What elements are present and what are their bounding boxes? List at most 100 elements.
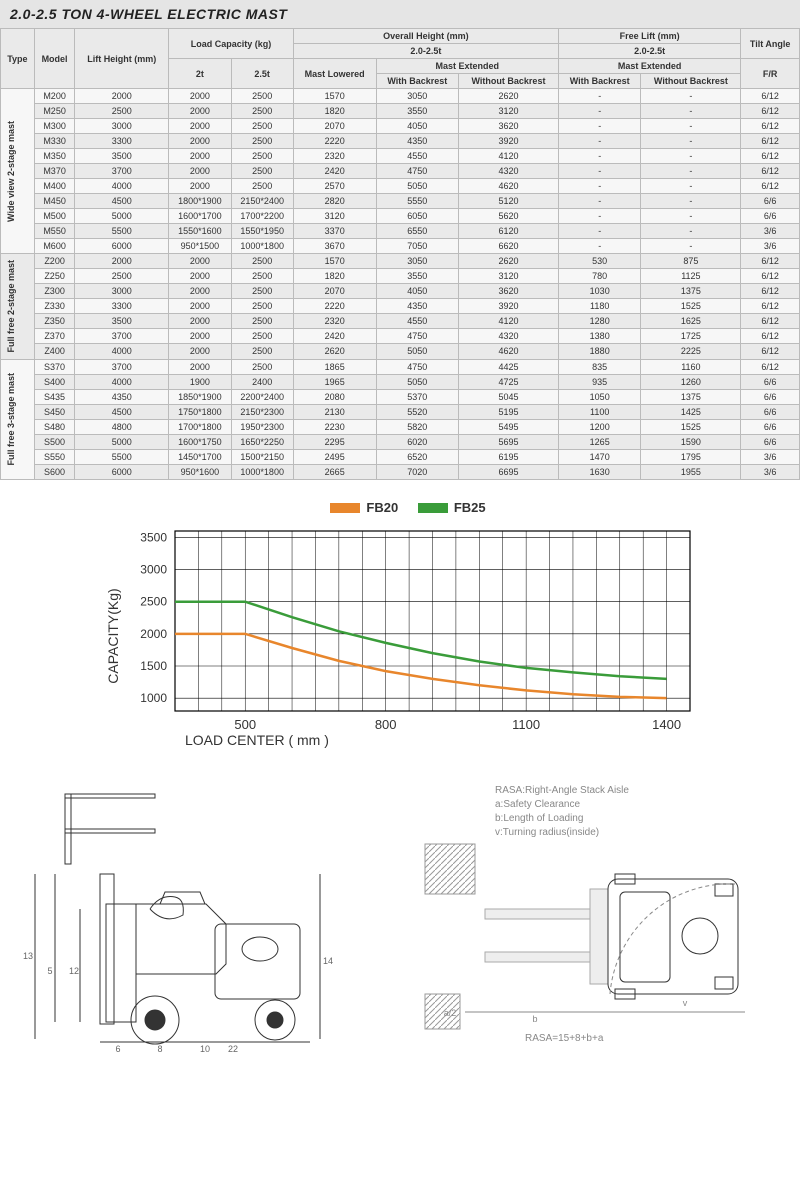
cell: 2500	[231, 359, 293, 374]
cell: 6/12	[741, 149, 800, 164]
cell: 1100	[558, 404, 641, 419]
svg-text:2500: 2500	[140, 594, 167, 608]
cell: M250	[34, 104, 75, 119]
cell: 1570	[293, 254, 376, 269]
cell: 2000	[169, 164, 231, 179]
cell: 3670	[293, 239, 376, 254]
cell: M200	[34, 89, 75, 104]
table-row: Z25025002000250018203550312078011256/12	[1, 269, 800, 284]
cell: 2230	[293, 419, 376, 434]
th-fr: F/R	[741, 59, 800, 89]
cell: S435	[34, 389, 75, 404]
cell: 4620	[459, 179, 559, 194]
cell: Z350	[34, 314, 75, 329]
svg-text:22: 22	[228, 1044, 238, 1054]
cell: 1750*1800	[169, 404, 231, 419]
cell: 2000	[169, 359, 231, 374]
cell: 3370	[293, 224, 376, 239]
cell: 1280	[558, 314, 641, 329]
cell: 1125	[641, 269, 741, 284]
cell: 2000	[169, 149, 231, 164]
cell: -	[558, 134, 641, 149]
cell: Z300	[34, 284, 75, 299]
th-range-1: 2.0-2.5t	[293, 44, 558, 59]
cell: 6/12	[741, 164, 800, 179]
cell: 3700	[75, 359, 169, 374]
cell: 3700	[75, 329, 169, 344]
table-row: Z350350020002500232045504120128016256/12	[1, 314, 800, 329]
svg-text:b: b	[532, 1014, 537, 1024]
cell: 6050	[376, 209, 459, 224]
cell: 3/6	[741, 239, 800, 254]
cell: 5000	[75, 209, 169, 224]
cell: 1570	[293, 89, 376, 104]
cell: M550	[34, 224, 75, 239]
cell: -	[641, 134, 741, 149]
cell: 5045	[459, 389, 559, 404]
cell: -	[558, 224, 641, 239]
table-row: Z370370020002500242047504320138017256/12	[1, 329, 800, 344]
cell: 2420	[293, 164, 376, 179]
cell: 5050	[376, 344, 459, 359]
cell: 2000	[169, 119, 231, 134]
cell: 4500	[75, 404, 169, 419]
cell: 5550	[376, 194, 459, 209]
cell: 1590	[641, 434, 741, 449]
cell: 2295	[293, 434, 376, 449]
table-row: Z300300020002500207040503620103013756/12	[1, 284, 800, 299]
cell: 5050	[376, 374, 459, 389]
cell: 1375	[641, 284, 741, 299]
cell: 4620	[459, 344, 559, 359]
cell: 3/6	[741, 224, 800, 239]
table-row: S48048001700*18001950*230022305820549512…	[1, 419, 800, 434]
svg-text:14: 14	[323, 956, 333, 966]
cell: 3120	[459, 104, 559, 119]
cell: 4725	[459, 374, 559, 389]
cell: 2500	[231, 344, 293, 359]
cell: 5620	[459, 209, 559, 224]
table-row: M55055001550*16001550*1950337065506120--…	[1, 224, 800, 239]
cell: -	[558, 104, 641, 119]
cell: 2820	[293, 194, 376, 209]
th-lift-height: Lift Height (mm)	[75, 29, 169, 89]
cell: 1525	[641, 419, 741, 434]
side-view-diagram: 13 5 12 14 6 8 22 10	[10, 774, 395, 1054]
cell: 2000	[169, 104, 231, 119]
cell: 6120	[459, 224, 559, 239]
type-cell: Full free 3-stage mast	[1, 359, 35, 479]
cell: 3920	[459, 134, 559, 149]
cell: 1725	[641, 329, 741, 344]
svg-text:2000: 2000	[140, 626, 167, 640]
cell: 1700*2200	[231, 209, 293, 224]
cell: 4800	[75, 419, 169, 434]
table-row: Full free 3-stage mastS37037002000250018…	[1, 359, 800, 374]
cell: 1380	[558, 329, 641, 344]
cell: 2200*2400	[231, 389, 293, 404]
cell: -	[641, 179, 741, 194]
cell: 2620	[293, 344, 376, 359]
cell: 1950*2300	[231, 419, 293, 434]
cell: 950*1500	[169, 239, 231, 254]
cell: 4120	[459, 314, 559, 329]
cell: Z330	[34, 299, 75, 314]
table-row: Z330330020002500222043503920118015256/12	[1, 299, 800, 314]
cell: 1030	[558, 284, 641, 299]
th-wob-1: Without Backrest	[459, 74, 559, 89]
cell: 2220	[293, 134, 376, 149]
cell: 2620	[459, 89, 559, 104]
svg-text:1000: 1000	[140, 691, 167, 705]
cell: S400	[34, 374, 75, 389]
cell: 1820	[293, 269, 376, 284]
svg-text:a/2: a/2	[444, 1008, 457, 1018]
svg-text:800: 800	[375, 717, 397, 732]
cell: 2000	[169, 134, 231, 149]
cell: 2080	[293, 389, 376, 404]
cell: 1200	[558, 419, 641, 434]
cell: 2070	[293, 284, 376, 299]
th-overall-height: Overall Height (mm)	[293, 29, 558, 44]
svg-text:LOAD CENTER ( mm ): LOAD CENTER ( mm )	[185, 732, 329, 748]
cell: 6/12	[741, 134, 800, 149]
cell: 3300	[75, 134, 169, 149]
cell: 1500*2150	[231, 449, 293, 464]
cell: 2500	[231, 179, 293, 194]
